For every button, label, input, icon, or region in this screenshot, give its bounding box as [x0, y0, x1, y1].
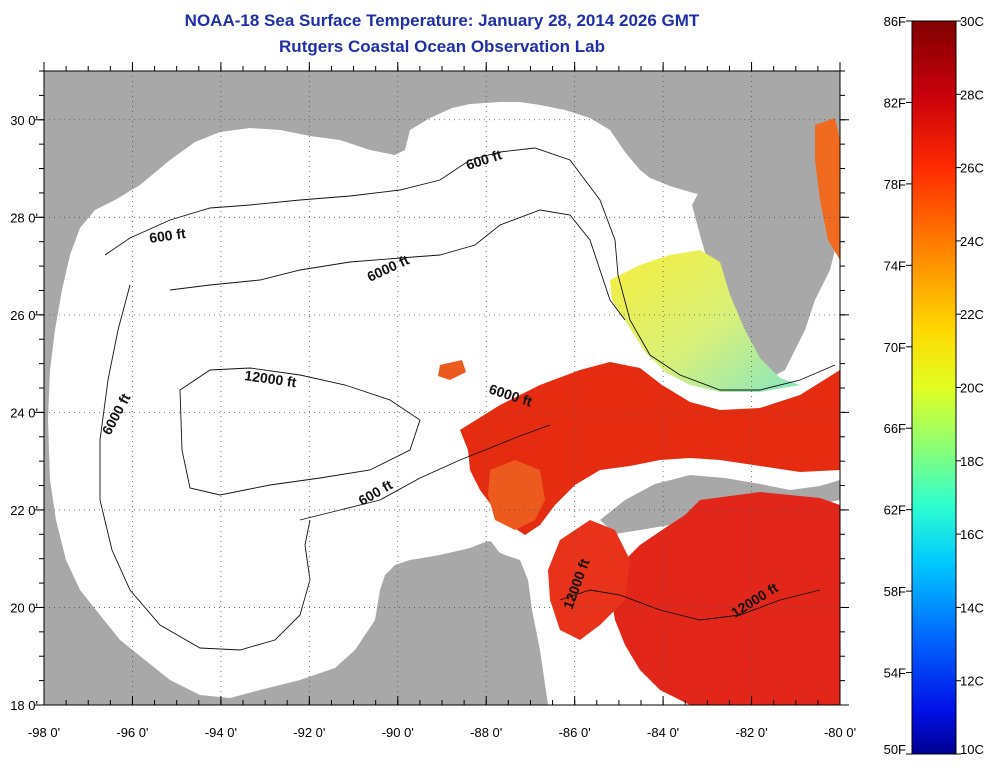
- x-tick-label: -92 0': [293, 725, 325, 740]
- colorbar-celsius-labels: 30C 28C 26C 24C 22C 20C 18C 16C 14C 12C 10C: [956, 14, 984, 757]
- x-tick-label: -96 0': [116, 725, 148, 740]
- y-tick-label: 30 0': [10, 113, 38, 128]
- x-tick-label: -80 0': [824, 725, 856, 740]
- colorbar-f-label: 58F: [884, 584, 906, 599]
- colorbar-c-label: 12C: [960, 674, 984, 689]
- y-tick-label: 28 0': [10, 210, 38, 225]
- x-tick-label: -82 0': [735, 725, 767, 740]
- colorbar-f-label: 70F: [884, 340, 906, 355]
- y-tick-label: 24 0': [10, 405, 38, 420]
- graticule: [44, 71, 840, 705]
- colorbar-f-label: 66F: [884, 421, 906, 436]
- x-axis: -98 0' -96 0' -94 0' -92 0' -90 0' -88 0' -86 …: [28, 62, 856, 740]
- x-tick-label: -94 0': [205, 725, 237, 740]
- sst-warm-patch-west: [488, 460, 545, 530]
- sst-caribbean: [610, 492, 840, 705]
- colorbar-c-label: 30C: [960, 14, 984, 29]
- colorbar-f-label: 86F: [884, 14, 906, 29]
- colorbar-f-label: 74F: [884, 258, 906, 273]
- colorbar-c-label: 18C: [960, 454, 984, 469]
- sst-yucatan-channel: [548, 520, 630, 640]
- y-tick-label: 18 0': [10, 698, 38, 713]
- contour-6000ft-west: [99, 284, 311, 651]
- title-line-2: Rutgers Coastal Ocean Observation Lab: [279, 37, 605, 56]
- colorbar-gradient: [911, 20, 957, 755]
- y-axis: 30 0' 28 0' 26 0' 24 0' 22 0' 20 0' 18 0': [10, 70, 849, 713]
- y-tick-label: 26 0': [10, 308, 38, 323]
- colorbar-f-label: 78F: [884, 177, 906, 192]
- map-title: NOAA-18 Sea Surface Temperature: January…: [44, 8, 840, 60]
- colorbar-c-label: 20C: [960, 381, 984, 396]
- colorbar-fahrenheit-labels: 86F 82F 78F 74F 70F 66F 62F 58F 54F 50F: [884, 14, 912, 757]
- colorbar-f-label: 54F: [884, 666, 906, 681]
- colorbar: 86F 82F 78F 74F 70F 66F 62F 58F 54F 50F 30C 28C 26C…: [884, 14, 984, 757]
- x-tick-label: -86 0': [559, 725, 591, 740]
- colorbar-c-label: 28C: [960, 87, 984, 102]
- colorbar-f-label: 82F: [884, 95, 906, 110]
- sst-warm-band-florida-strait: [460, 362, 840, 535]
- land-yucatan: [385, 548, 548, 705]
- x-tick-label: -88 0': [470, 725, 502, 740]
- colorbar-f-label: 50F: [884, 742, 906, 757]
- contour-label-12000ft-c: 12000 ft: [244, 367, 298, 390]
- x-tick-label: -84 0': [647, 725, 679, 740]
- colorbar-c-label: 22C: [960, 307, 984, 322]
- y-tick-label: 22 0': [10, 503, 38, 518]
- colorbar-c-label: 10C: [960, 742, 984, 757]
- contour-12000ft-south: [559, 589, 821, 621]
- title-line-1: NOAA-18 Sea Surface Temperature: January…: [184, 11, 700, 30]
- colorbar-f-label: 62F: [884, 503, 906, 518]
- colorbar-c-label: 14C: [960, 600, 984, 615]
- colorbar-c-label: 16C: [960, 527, 984, 542]
- colorbar-c-label: 24C: [960, 234, 984, 249]
- x-tick-label: -90 0': [382, 725, 414, 740]
- contour-600ft: [104, 147, 836, 391]
- sst-loop-current-region: [610, 250, 800, 392]
- sst-small-patch: [438, 360, 466, 380]
- contour-6000ft-north: [169, 209, 626, 321]
- x-tick-label: -98 0': [28, 725, 60, 740]
- y-tick-label: 20 0': [10, 600, 38, 615]
- colorbar-c-label: 26C: [960, 161, 984, 176]
- contour-12000ft: [179, 367, 421, 496]
- gulf-of-mexico-water: [62, 112, 840, 688]
- land-central-america: [44, 690, 100, 705]
- contour-label-600ft-nw: 600 ft: [148, 225, 187, 246]
- contour-600ft-south: [299, 424, 551, 521]
- sst-east-coast-strip: [815, 118, 840, 260]
